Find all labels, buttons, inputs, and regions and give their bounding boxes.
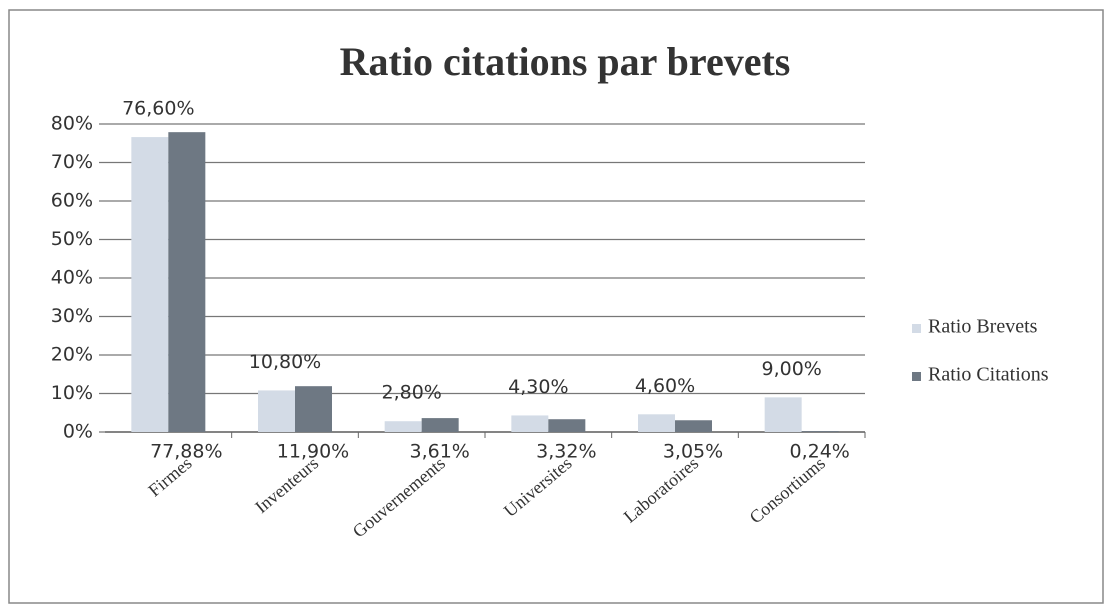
bar xyxy=(511,415,549,432)
bar xyxy=(295,386,332,432)
y-tick-label: 40% xyxy=(51,267,93,289)
bar xyxy=(384,421,422,432)
bar xyxy=(421,418,459,432)
bar xyxy=(131,137,169,432)
y-tick-label: 80% xyxy=(51,113,93,135)
x-tick-label: Laboratoires xyxy=(620,453,703,527)
value-label: 3,05% xyxy=(663,441,723,463)
value-label: 0,24% xyxy=(789,441,849,463)
bar xyxy=(548,419,586,432)
y-tick-label: 50% xyxy=(51,228,93,250)
y-tick-label: 0% xyxy=(63,421,93,443)
y-tick-label: 30% xyxy=(51,305,93,327)
legend-label: Ratio Citations xyxy=(928,364,1049,386)
value-label: 4,30% xyxy=(508,376,568,398)
bar xyxy=(168,132,206,433)
bar xyxy=(258,390,295,432)
legend-swatch xyxy=(912,372,921,381)
bar xyxy=(675,420,712,432)
frame xyxy=(8,9,1104,604)
value-label: 10,80% xyxy=(249,351,321,373)
legend-label: Ratio Brevets xyxy=(928,316,1038,338)
value-label: 2,80% xyxy=(381,382,441,404)
y-tick-label: 10% xyxy=(51,382,93,404)
x-tick-label: Gouvernements xyxy=(349,453,449,542)
value-label: 4,60% xyxy=(635,375,695,397)
value-label: 11,90% xyxy=(277,441,349,463)
value-label: 9,00% xyxy=(761,358,821,380)
y-tick-label: 60% xyxy=(51,190,93,212)
value-label: 77,88% xyxy=(150,441,222,463)
x-tick-label: Consortiums xyxy=(746,453,829,527)
bar xyxy=(638,414,675,432)
value-label: 3,32% xyxy=(536,441,596,463)
legend-swatch xyxy=(912,324,921,333)
y-tick-label: 70% xyxy=(51,151,93,173)
chart-title: Ratio citations par brevets xyxy=(340,39,791,84)
x-tick-label: Universites xyxy=(500,453,576,521)
x-tick-label: Inventeurs xyxy=(251,453,322,517)
value-label: 3,61% xyxy=(409,441,469,463)
y-tick-label: 20% xyxy=(51,344,93,366)
bar xyxy=(764,397,802,432)
value-label: 76,60% xyxy=(122,98,194,120)
bar xyxy=(801,431,839,432)
